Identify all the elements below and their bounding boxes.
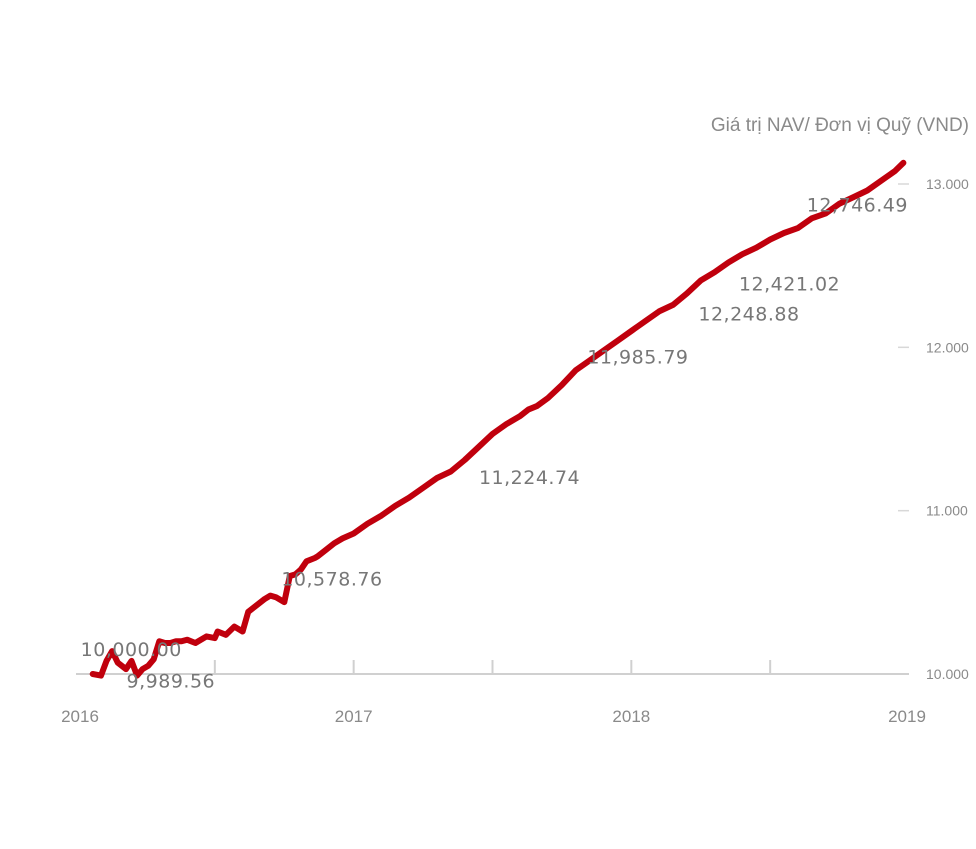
data-label: 12,746.49 bbox=[807, 194, 908, 216]
data-label: 10,578.76 bbox=[281, 568, 382, 590]
nav-series-line bbox=[89, 159, 907, 679]
y-tick-label: 12.000 bbox=[926, 339, 969, 355]
y-tick-label: 10.000 bbox=[926, 666, 969, 682]
y-tick-label: 13.000 bbox=[926, 176, 969, 192]
data-label: 11,985.79 bbox=[587, 347, 688, 369]
data-label: 12,421.02 bbox=[739, 274, 840, 296]
data-label: 11,224.74 bbox=[479, 467, 580, 489]
y-axis: 10.000 11.000 12.000 13.000 bbox=[898, 176, 969, 682]
x-axis: 2016 2017 2018 2019 bbox=[61, 660, 926, 726]
x-tick-label: 2016 bbox=[61, 707, 99, 726]
data-label: 10,000.00 bbox=[81, 639, 182, 661]
y-tick-label: 11.000 bbox=[926, 503, 968, 519]
x-tick-label: 2017 bbox=[335, 707, 373, 726]
x-tick-label: 2019 bbox=[888, 707, 926, 726]
data-labels: 10,000.00 9,989.56 10,578.76 11,224.74 11,98… bbox=[81, 194, 908, 692]
y-axis-title: Giá trị NAV/ Đơn vị Quỹ (VND) bbox=[711, 115, 969, 136]
data-label: 12,248.88 bbox=[698, 304, 799, 326]
data-label: 9,989.56 bbox=[127, 671, 216, 693]
x-tick-label: 2018 bbox=[612, 707, 650, 726]
